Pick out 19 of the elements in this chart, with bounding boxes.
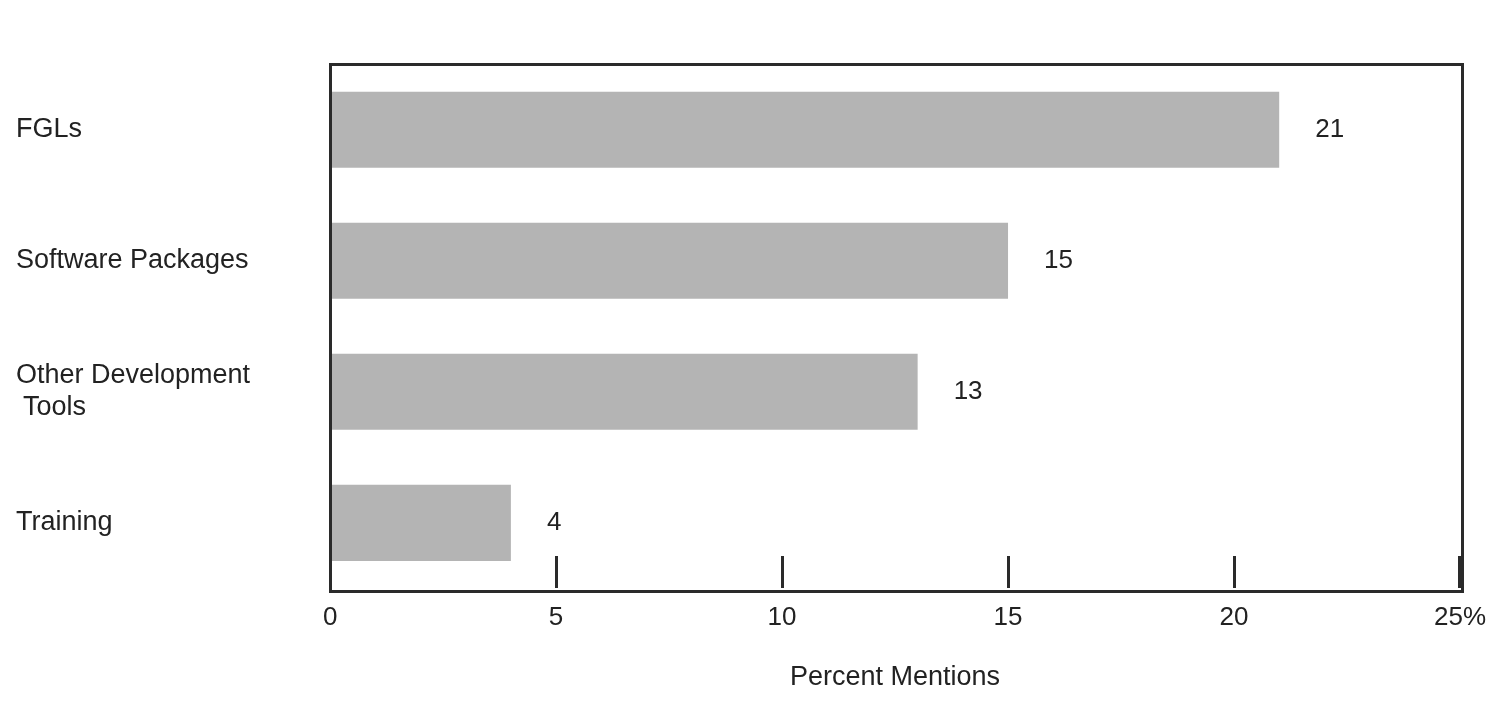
x-tick-label: 25% (1433, 601, 1486, 632)
y-tick-label: Other Development Tools (16, 359, 251, 422)
data-label: 15 (1044, 243, 1073, 274)
bar (330, 353, 918, 430)
x-tick-label: 10 (767, 601, 797, 632)
x-tick-label: 5 (548, 601, 564, 632)
bar (330, 91, 1280, 168)
bar (330, 484, 511, 561)
y-tick-label: Software Packages (16, 244, 249, 275)
x-tick-label: 15 (993, 601, 1023, 632)
x-axis-title: Percent Mentions (789, 661, 1001, 692)
data-label: 4 (546, 506, 562, 537)
y-tick-label: FGLs (16, 113, 83, 144)
data-label: 21 (1315, 112, 1345, 143)
x-tick-label: 20 (1219, 601, 1249, 632)
y-tick-label: Training (16, 506, 113, 537)
bar (330, 222, 1009, 299)
x-tick-label: 0 (322, 601, 338, 632)
data-label: 13 (953, 375, 983, 405)
